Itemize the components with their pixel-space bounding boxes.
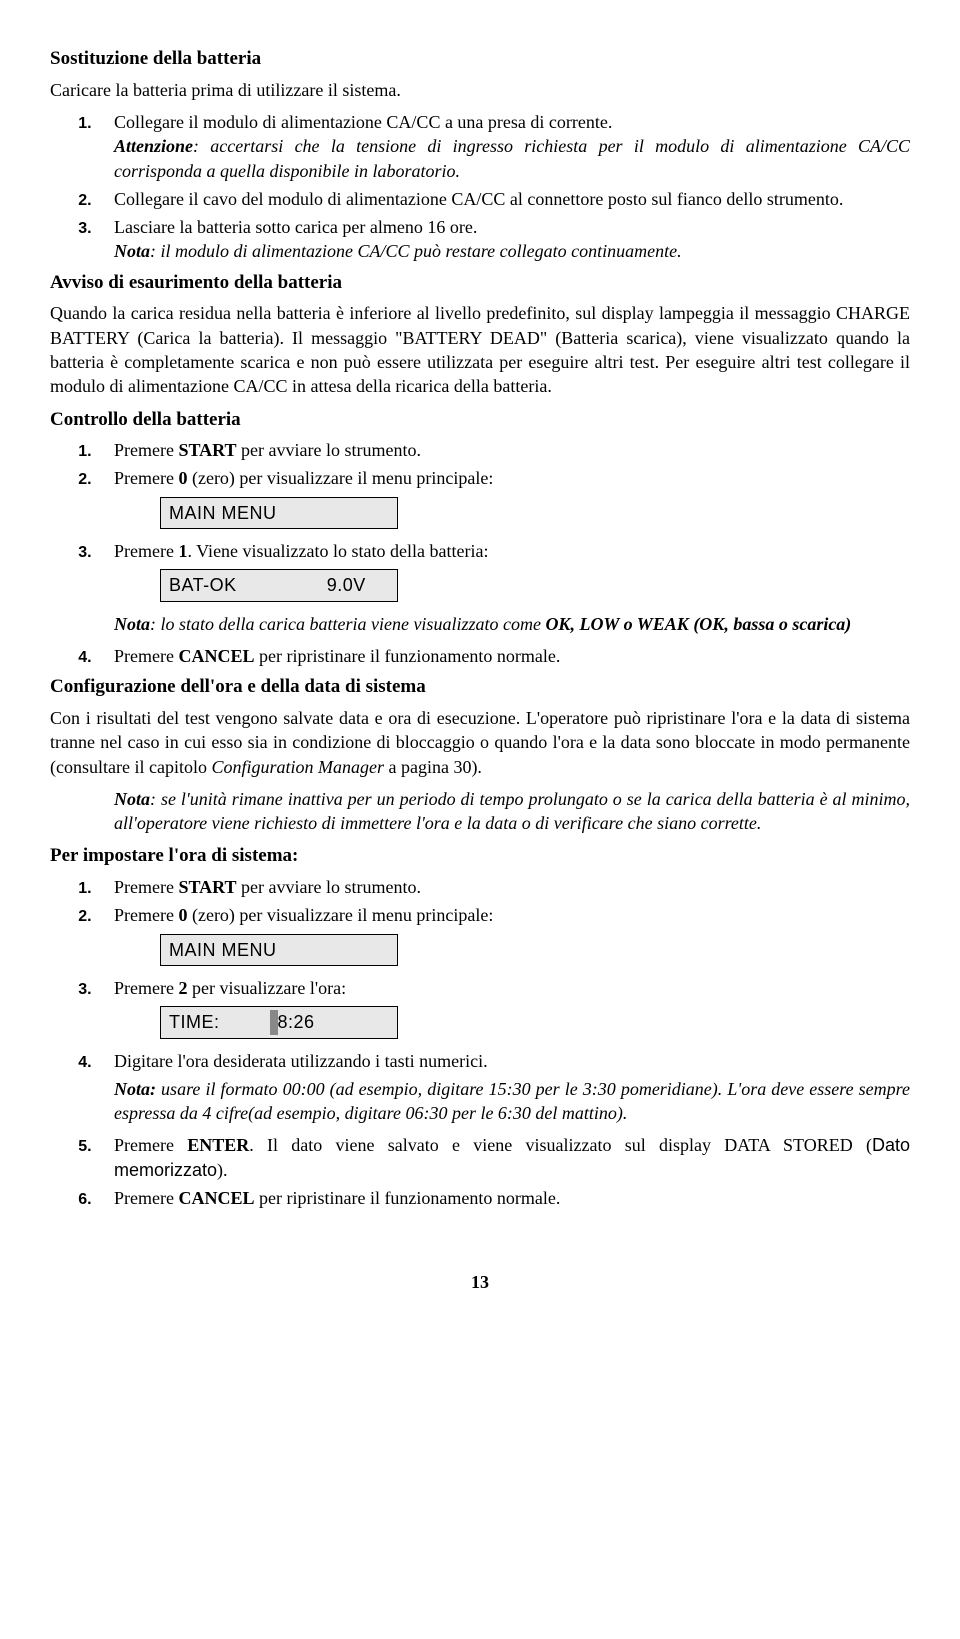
section-title: Controllo della batteria xyxy=(50,407,910,433)
note-label: Nota xyxy=(114,789,150,809)
s1-li3: Lasciare la batteria sotto carica per al… xyxy=(96,215,910,264)
display-main-menu: MAIN MENU xyxy=(160,497,398,529)
t: Premere xyxy=(114,1135,187,1155)
section-title: Configurazione dell'ora e della data di … xyxy=(50,674,910,700)
s3-li1: Premere START per avviare lo strumento. xyxy=(96,438,910,462)
t: per ripristinare il funzionamento normal… xyxy=(254,1188,560,1208)
disp-label: BAT-OK xyxy=(169,575,237,595)
s5-li5: Premere ENTER. Il dato viene salvato e v… xyxy=(96,1133,910,1182)
t: Premere xyxy=(114,440,178,460)
t: Premere xyxy=(114,905,178,925)
ref: Configuration Manager xyxy=(211,757,384,777)
s3-list-c: Premere CANCEL per ripristinare il funzi… xyxy=(50,644,910,668)
t: Premere xyxy=(114,646,178,666)
note-rest: : accertarsi che la tensione di ingresso… xyxy=(114,136,910,180)
attention-note: Attenzione: accertarsi che la tensione d… xyxy=(114,134,910,183)
note-rest: : lo stato della carica batteria viene v… xyxy=(150,614,545,634)
display-main-menu: MAIN MENU xyxy=(160,934,398,966)
s5-list-b: Premere 2 per visualizzare l'ora: xyxy=(50,976,910,1000)
disp-val: 8:26 xyxy=(270,1010,315,1034)
s5-li2: Premere 0 (zero) per visualizzare il men… xyxy=(96,903,910,927)
subsection-title: Per impostare l'ora di sistema: xyxy=(50,843,910,869)
note-label: Nota xyxy=(114,614,150,634)
body-text: Quando la carica residua nella batteria … xyxy=(50,301,910,398)
s3-list: Premere START per avviare lo strumento. … xyxy=(50,438,910,491)
display-bat-ok: BAT-OK 9.0V xyxy=(160,569,398,601)
note-rest: usare il formato 00:00 (ad esempio, digi… xyxy=(114,1079,910,1123)
key: START xyxy=(178,877,236,897)
note-bold: OK, LOW o WEAK (OK, bassa o scarica) xyxy=(545,614,851,634)
section-title: Avviso di esaurimento della batteria xyxy=(50,270,910,296)
t: per ripristinare il funzionamento normal… xyxy=(254,646,560,666)
nota-note: Nota: il modulo di alimentazione CA/CC p… xyxy=(114,239,910,263)
disp-val: 9.0V xyxy=(327,573,366,597)
time-val: 8:26 xyxy=(278,1012,315,1032)
s3-list-b: Premere 1. Viene visualizzato lo stato d… xyxy=(50,539,910,563)
s3-li3: Premere 1. Viene visualizzato lo stato d… xyxy=(96,539,910,563)
s5-list-c: Digitare l'ora desiderata utilizzando i … xyxy=(50,1049,910,1073)
t: a pagina 30). xyxy=(384,757,482,777)
note-rest: : il modulo di alimentazione CA/CC può r… xyxy=(150,241,682,261)
t: Premere xyxy=(114,1188,178,1208)
s1-li2: Collegare il cavo del modulo di alimenta… xyxy=(96,187,910,211)
cursor-icon xyxy=(270,1010,278,1034)
t: per avviare lo strumento. xyxy=(237,877,421,897)
t: per avviare lo strumento. xyxy=(237,440,421,460)
s1-li1: Collegare il modulo di alimentazione CA/… xyxy=(96,110,910,183)
t: . Viene visualizzato lo stato della batt… xyxy=(187,541,488,561)
section-title: Sostituzione della batteria xyxy=(50,46,910,72)
note-rest: : se l'unità rimane inattiva per un peri… xyxy=(114,789,910,833)
intro-text: Caricare la batteria prima di utilizzare… xyxy=(50,78,910,102)
s3-li2: Premere 0 (zero) per visualizzare il men… xyxy=(96,466,910,490)
t: Premere xyxy=(114,468,178,488)
key: ENTER xyxy=(187,1135,249,1155)
key: CANCEL xyxy=(178,1188,254,1208)
s1-list: Collegare il modulo di alimentazione CA/… xyxy=(50,110,910,264)
nota-block: Nota: se l'unità rimane inattiva per un … xyxy=(114,787,910,836)
nota-block: Nota: lo stato della carica batteria vie… xyxy=(114,612,910,636)
key: CANCEL xyxy=(178,646,254,666)
t: ). xyxy=(217,1160,228,1180)
body-text: Con i risultati del test vengono salvate… xyxy=(50,706,910,779)
t: (zero) per visualizzare il menu principa… xyxy=(187,905,493,925)
note-label: Nota xyxy=(114,241,150,261)
note-label: Nota: xyxy=(114,1079,156,1099)
li-text: Lasciare la batteria sotto carica per al… xyxy=(114,217,477,237)
t: (zero) per visualizzare il menu principa… xyxy=(187,468,493,488)
disp-label: TIME: xyxy=(169,1012,220,1032)
t: . Il dato viene salvato e viene visualiz… xyxy=(249,1135,872,1155)
note-label: Attenzione xyxy=(114,136,193,156)
key: START xyxy=(178,440,236,460)
s5-li1: Premere START per avviare lo strumento. xyxy=(96,875,910,899)
s5-li4: Digitare l'ora desiderata utilizzando i … xyxy=(96,1049,910,1073)
t: Premere xyxy=(114,541,178,561)
t: per visualizzare l'ora: xyxy=(187,978,346,998)
t: Premere xyxy=(114,978,178,998)
page-number: 13 xyxy=(50,1270,910,1294)
nota-block: Nota: usare il formato 00:00 (ad esempio… xyxy=(114,1077,910,1126)
display-time: TIME: 8:26 xyxy=(160,1006,398,1038)
t: Premere xyxy=(114,877,178,897)
s5-list-d: Premere ENTER. Il dato viene salvato e v… xyxy=(50,1133,910,1210)
s5-li6: Premere CANCEL per ripristinare il funzi… xyxy=(96,1186,910,1210)
s5-list: Premere START per avviare lo strumento. … xyxy=(50,875,910,928)
li-text: Collegare il modulo di alimentazione CA/… xyxy=(114,112,612,132)
s5-li3: Premere 2 per visualizzare l'ora: xyxy=(96,976,910,1000)
s3-li4: Premere CANCEL per ripristinare il funzi… xyxy=(96,644,910,668)
